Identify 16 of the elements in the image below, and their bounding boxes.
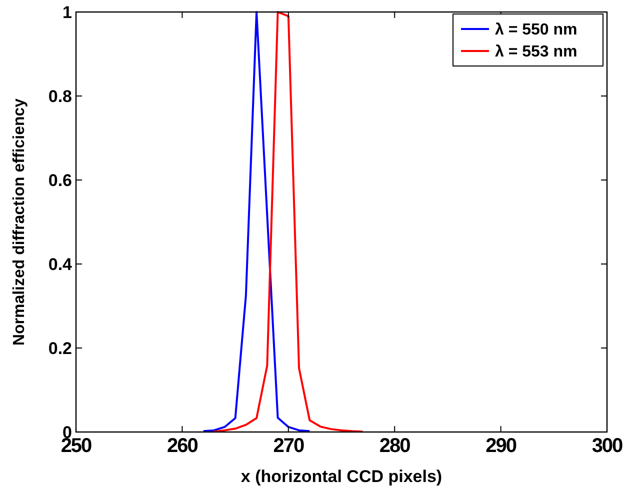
- y-tick-label: 0.6: [48, 170, 72, 190]
- line-series: [202, 11, 311, 432]
- line-series: [213, 11, 364, 433]
- y-tick-label: 1: [62, 2, 72, 22]
- x-tick-label: 300: [592, 435, 624, 457]
- x-axis-title: x (horizontal CCD pixels): [240, 467, 442, 486]
- y-axis-title: Normalized diffraction efficiency: [11, 98, 28, 346]
- x-tick-label: 280: [379, 435, 411, 457]
- x-tick-label: 260: [167, 435, 198, 457]
- legend-label: λ = 553 nm: [495, 44, 578, 61]
- legend-label: λ = 550 nm: [495, 22, 578, 39]
- x-tick-label: 270: [273, 435, 304, 457]
- y-tick-label: 0.4: [48, 254, 73, 274]
- y-tick-label: 0.8: [48, 86, 72, 106]
- x-tick-label: 290: [486, 435, 517, 457]
- y-tick-label: 0.2: [48, 338, 72, 358]
